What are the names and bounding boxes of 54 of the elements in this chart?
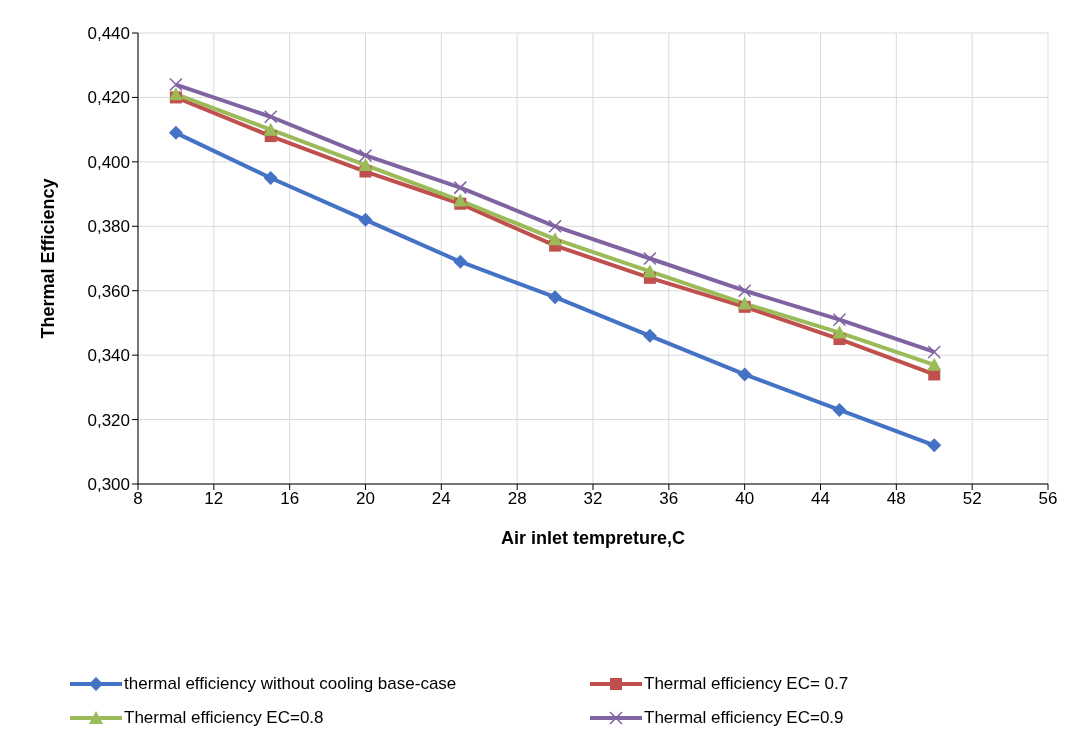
point bbox=[168, 87, 183, 101]
point bbox=[168, 125, 183, 140]
point bbox=[643, 251, 657, 266]
y-tick-label: 0,320 bbox=[87, 410, 130, 430]
point bbox=[358, 148, 373, 163]
point bbox=[642, 264, 657, 278]
point bbox=[737, 283, 752, 298]
point bbox=[548, 290, 563, 305]
point bbox=[927, 357, 942, 371]
point bbox=[832, 402, 847, 417]
point bbox=[263, 122, 278, 136]
y-tick-label: 0,400 bbox=[87, 152, 130, 172]
x-tick-label: 56 bbox=[1038, 489, 1058, 509]
point bbox=[737, 367, 752, 382]
x-tick-label: 40 bbox=[735, 489, 755, 509]
x-tick-label: 28 bbox=[507, 489, 527, 509]
x-tick-label: 24 bbox=[431, 489, 451, 509]
x-tick-label: 44 bbox=[811, 489, 830, 509]
point bbox=[927, 438, 942, 453]
y-tick-label: 0,340 bbox=[87, 346, 130, 366]
legend-label: Thermal efficiency EC=0.8 bbox=[124, 708, 324, 728]
point bbox=[263, 110, 278, 124]
point bbox=[832, 325, 847, 339]
y-tick-label: 0,360 bbox=[87, 281, 130, 301]
x-tick-label: 32 bbox=[583, 489, 603, 509]
x-tick-label: 8 bbox=[133, 489, 143, 509]
y-tick-label: 0,300 bbox=[87, 475, 130, 495]
point bbox=[358, 158, 373, 172]
x-tick-label: 12 bbox=[204, 489, 224, 509]
x-tick-label: 36 bbox=[659, 489, 679, 509]
point bbox=[832, 312, 847, 327]
x-axis-title: Air inlet tempreture,C bbox=[500, 528, 686, 548]
point bbox=[927, 345, 941, 359]
y-axis-title: Thermal Efficiency bbox=[38, 178, 59, 339]
point bbox=[642, 328, 657, 343]
y-tick-label: 0,440 bbox=[87, 24, 130, 44]
x-tick-label: 48 bbox=[886, 489, 906, 509]
x-tick-label: 16 bbox=[280, 489, 300, 509]
y-tick-label: 0,380 bbox=[87, 217, 130, 237]
point bbox=[737, 296, 752, 310]
point bbox=[453, 193, 468, 207]
point bbox=[548, 232, 563, 246]
y-tick-label: 0,420 bbox=[87, 88, 130, 108]
legend-label: Thermal efficiency EC=0.9 bbox=[644, 708, 844, 728]
point bbox=[453, 180, 468, 195]
point bbox=[263, 170, 278, 185]
point bbox=[358, 212, 373, 227]
legend-label: thermal efficiency without cooling base-case bbox=[124, 674, 457, 694]
point bbox=[453, 254, 468, 269]
x-tick-label: 20 bbox=[356, 489, 375, 509]
legend-label: Thermal efficiency EC= 0.7 bbox=[644, 674, 849, 694]
point bbox=[548, 219, 562, 234]
x-tick-label: 52 bbox=[962, 489, 982, 509]
point bbox=[169, 77, 183, 92]
